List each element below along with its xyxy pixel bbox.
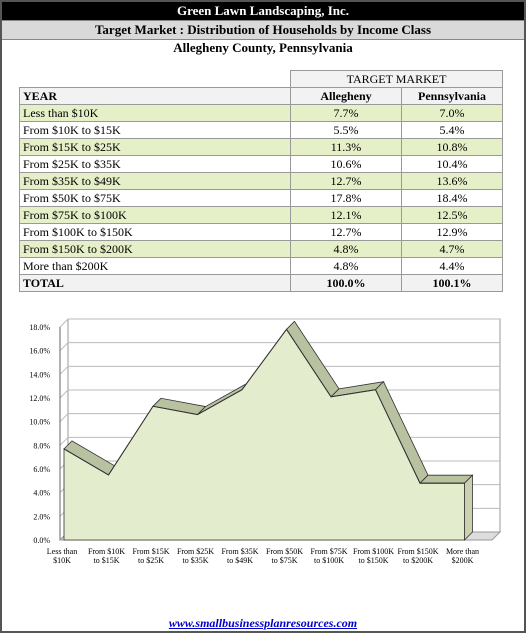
y-tick-label: 4.0% [33, 489, 50, 498]
table-row: Less than $10K 7.7% 7.0% [19, 104, 503, 122]
group-header: TARGET MARKET [290, 70, 503, 88]
row-label: From $25K to $35K [19, 155, 291, 173]
x-tick-label: From $100K to $150K [352, 547, 395, 565]
row-label: More than $200K [19, 257, 291, 275]
company-name: Green Lawn Landscaping, Inc. [2, 2, 524, 20]
y-tick-label: 2.0% [33, 512, 50, 521]
table-cell: 12.7% [290, 172, 402, 190]
grid-line [59, 342, 500, 352]
row-label: From $50K to $75K [19, 189, 291, 207]
row-label: From $150K to $200K [19, 240, 291, 258]
column-header-row: YEAR Allegheny Pennsylvania [19, 87, 503, 105]
column-header: Allegheny [290, 87, 402, 105]
table-cell: 7.7% [290, 104, 402, 122]
area-side-face [464, 474, 473, 541]
table-cell: 12.5% [401, 206, 503, 224]
region: Allegheny County, Pennsylvania [173, 40, 353, 55]
table-cell: 4.8% [290, 257, 402, 275]
x-tick-label: From $75K to $100K [310, 547, 348, 565]
y-tick-label: 14.0% [29, 370, 50, 379]
table-cell: 10.4% [401, 155, 503, 173]
table-row: From $15K to $25K 11.3% 10.8% [19, 138, 503, 156]
website-link[interactable]: www.smallbusinessplanresources.com [168, 616, 358, 630]
row-label: From $75K to $100K [19, 206, 291, 224]
y-tick-label: 0.0% [33, 536, 50, 545]
chart: 0.0% 2.0% 4.0% 6.0% 8.0% 10.0% 12.0% 14.0% 16.0%… [29, 318, 502, 545]
column-header: YEAR [19, 87, 291, 105]
row-label: Less than $10K [19, 104, 291, 122]
table-row: From $75K to $100K 12.1% 12.5% [19, 206, 503, 224]
table-cell: 100.1% [401, 274, 503, 292]
table-cell: 4.7% [401, 240, 503, 258]
table-cell: 11.3% [290, 138, 402, 156]
row-label: From $10K to $15K [19, 121, 291, 139]
table-row: From $150K to $200K 4.8% 4.7% [19, 240, 503, 258]
row-label: TOTAL [19, 274, 291, 292]
table-body: TARGET MARKET YEAR Allegheny Pennsylvania … [19, 70, 503, 292]
table-cell: 13.6% [401, 172, 503, 190]
table-cell: 100.0% [290, 274, 402, 292]
table-cell: 18.4% [401, 189, 503, 207]
y-tick-label: 10.0% [29, 418, 50, 427]
row-label: From $100K to $150K [19, 223, 291, 241]
x-tick-label: From $10K to $15K [87, 547, 126, 565]
table-row: From $100K to $150K 12.7% 12.9% [19, 223, 503, 241]
y-tick-label: 18.0% [29, 323, 50, 332]
x-tick-label: From $50K to $75K [265, 547, 304, 565]
table-row: TOTAL 100.0% 100.1% [19, 274, 503, 292]
x-tick-label: More than $200K [445, 547, 480, 565]
y-tick-label: 12.0% [29, 394, 50, 403]
x-tick-label: From $25K to $35K [176, 547, 215, 565]
income-table: TARGET MARKET YEAR Allegheny Pennsylvania … [19, 70, 503, 292]
table-cell: 10.8% [401, 138, 503, 156]
grid-line [59, 318, 500, 328]
report-title: Target Market : Distribution of Househol… [2, 20, 524, 40]
table-cell: 12.9% [401, 223, 503, 241]
table-row: From $35K to $49K 12.7% 13.6% [19, 172, 503, 190]
table-cell: 4.4% [401, 257, 503, 275]
area-line [63, 328, 465, 484]
x-tick-label: From $150K to $200K [397, 547, 439, 565]
table-row: More than $200K 4.8% 4.4% [19, 257, 503, 275]
table-row: From $25K to $35K 10.6% 10.4% [19, 155, 503, 173]
y-tick-label: 16.0% [29, 347, 50, 356]
y-tick-label: 8.0% [33, 441, 50, 450]
x-tick-label: From $15K to $25K [132, 547, 170, 565]
table-cell: 17.8% [290, 189, 402, 207]
table-cell: 12.1% [290, 206, 402, 224]
x-tick-label: Less than $10K [46, 547, 78, 565]
table-cell: 4.8% [290, 240, 402, 258]
x-tick-label: From $35K to $49K [221, 547, 259, 565]
grid-line [59, 365, 500, 375]
table-cell: 7.0% [401, 104, 503, 122]
group-row: TARGET MARKET [19, 70, 503, 88]
row-label: From $15K to $25K [19, 138, 291, 156]
table-cell: 12.7% [290, 223, 402, 241]
table-row: From $10K to $15K 5.5% 5.4% [19, 121, 503, 139]
table-row: From $50K to $75K 17.8% 18.4% [19, 189, 503, 207]
table-cell: 10.6% [290, 155, 402, 173]
table-cell: 5.4% [401, 121, 503, 139]
row-label: From $35K to $49K [19, 172, 291, 190]
area-top-face [419, 474, 474, 484]
blank-cell [19, 70, 291, 88]
table-cell: 5.5% [290, 121, 402, 139]
column-header: Pennsylvania [401, 87, 503, 105]
y-tick-label: 6.0% [33, 465, 50, 474]
